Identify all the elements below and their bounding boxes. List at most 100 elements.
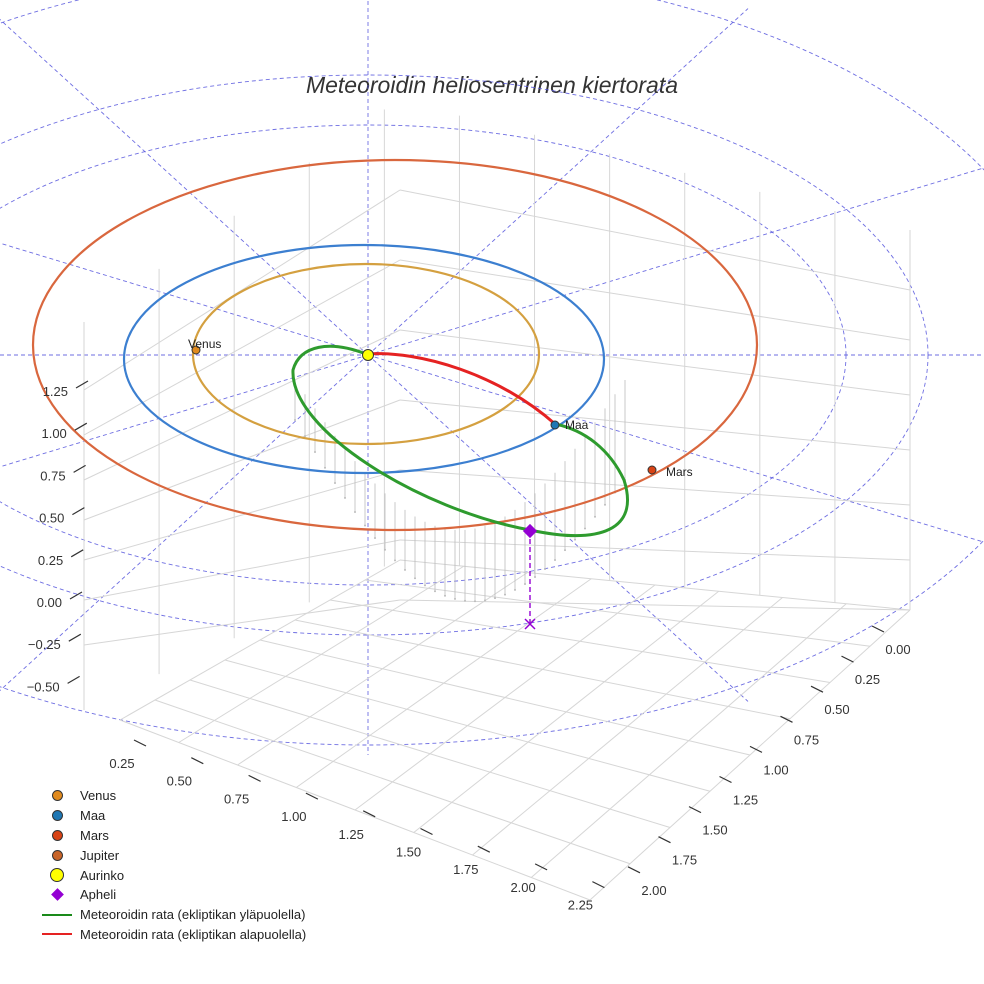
grid-horizontal [83, 539, 401, 601]
legend-dot-swatch [51, 849, 63, 861]
y-tick-mark [749, 745, 763, 753]
x-tick-mark [592, 881, 605, 889]
legend-label: Venus [80, 788, 117, 804]
drop-point [604, 503, 606, 506]
y-tick-label: 0.75 [794, 732, 819, 747]
x-tick-mark [362, 810, 376, 818]
drop-point [384, 548, 386, 551]
polar-spoke [367, 354, 749, 702]
grid-horizontal [399, 399, 911, 451]
grid-floor [472, 597, 783, 856]
x-tick-mark [248, 774, 261, 782]
polar-spoke [0, 18, 369, 356]
legend-dot-swatch [50, 868, 64, 883]
drop-point [574, 538, 576, 541]
grid-floor [413, 590, 720, 833]
legend-item[interactable]: Meteoroidin rata (ekliptikan yläpuolella… [40, 905, 306, 925]
y-tick-label: 1.00 [763, 762, 788, 777]
x-tick-label: 0.25 [109, 756, 134, 771]
z-tick-label: 0.00 [37, 595, 62, 610]
grid-floor [259, 639, 751, 756]
z-tick-label: 1.00 [41, 426, 66, 441]
z-tick-mark [67, 675, 80, 684]
axis-box-grid [83, 109, 911, 901]
legend-diamond-swatch [50, 888, 64, 902]
polar-spoke [367, 354, 984, 543]
z-tick-label: −0.50 [27, 679, 60, 694]
orbit-venus [191, 262, 541, 446]
maa-label: Maa [565, 418, 589, 432]
y-tick-label: 2.00 [641, 883, 666, 898]
z-tick-mark [70, 549, 84, 558]
legend-label: Maa [80, 808, 106, 824]
legend-item[interactable]: Jupiter [40, 845, 306, 865]
y-tick-label: 0.50 [824, 702, 849, 717]
legend-item[interactable]: Maa [40, 806, 306, 826]
legend-item[interactable]: Mars [40, 826, 306, 846]
drop-point [584, 527, 586, 530]
aurinko-marker [362, 349, 374, 361]
legend-symbol-icon [40, 788, 74, 804]
drop-point [454, 597, 456, 600]
legend-item[interactable]: Meteoroidin rata (ekliptikan alapuolella… [40, 925, 306, 945]
y-tick-label: 1.50 [702, 823, 727, 838]
drop-point [504, 593, 506, 596]
legend-dot-swatch [51, 790, 63, 802]
legend-symbol-icon [40, 808, 74, 824]
mars-label: Mars [666, 465, 693, 479]
grid-floor [364, 579, 871, 647]
drop-point [424, 584, 426, 587]
drop-point [354, 511, 356, 514]
apheli-marker [522, 523, 538, 539]
y-tick-label: 1.75 [672, 853, 697, 868]
x-tick-mark [534, 863, 548, 871]
y-tick-label: 0.00 [885, 642, 910, 657]
legend-dot-swatch [51, 829, 63, 841]
x-tick-mark [305, 792, 319, 800]
x-tick-mark [420, 827, 433, 836]
drop-point [414, 577, 416, 580]
legend-label: Aurinko [80, 867, 125, 883]
orbit-maa [122, 243, 606, 475]
legend-line-swatch [42, 913, 72, 916]
drop-point [484, 599, 486, 602]
drop-point [374, 537, 376, 540]
grid-floor [329, 599, 831, 683]
grid-horizontal [399, 259, 911, 341]
grid-floor [399, 559, 911, 611]
polar-spoke [367, 8, 749, 356]
polar-spoke [367, 167, 984, 356]
axis-ticks: 1.25 1.00 0.75 0.50 0.25 0.00 −0.25 −0.50 0.25 0.… [27, 380, 911, 913]
drop-point [564, 549, 566, 552]
legend-symbol-icon [40, 827, 74, 843]
grid-horizontal [83, 329, 401, 481]
legend-item[interactable]: Venus [40, 786, 306, 806]
venus-label: Venus [188, 337, 221, 351]
z-tick-mark [74, 422, 88, 431]
z-tick-label: 0.25 [38, 553, 63, 568]
z-tick-mark [72, 507, 85, 516]
grid-horizontal [399, 539, 911, 561]
legend-item[interactable]: Apheli [40, 885, 306, 905]
drop-point [494, 597, 496, 600]
y-tick-mark [688, 806, 702, 814]
legend-symbol-icon [40, 847, 74, 863]
legend-dot-swatch [51, 810, 63, 822]
x-tick-label: 2.25 [568, 898, 593, 913]
y-tick-mark [627, 866, 641, 874]
y-tick-mark [871, 625, 885, 633]
drop-point [524, 583, 526, 586]
y-tick-mark [658, 836, 671, 844]
polar-ring [0, 0, 984, 746]
grid-floor [589, 609, 911, 901]
grid-horizontal [399, 329, 911, 396]
z-tick-label: 0.75 [40, 468, 65, 483]
drop-point [444, 594, 446, 597]
z-tick-mark [75, 380, 89, 389]
y-tick-mark [841, 655, 854, 663]
z-tick-mark [69, 591, 83, 600]
y-tick-mark [810, 685, 824, 693]
legend-item[interactable]: Aurinko [40, 865, 306, 885]
z-tick-mark [73, 464, 86, 473]
maa-marker [550, 420, 560, 430]
